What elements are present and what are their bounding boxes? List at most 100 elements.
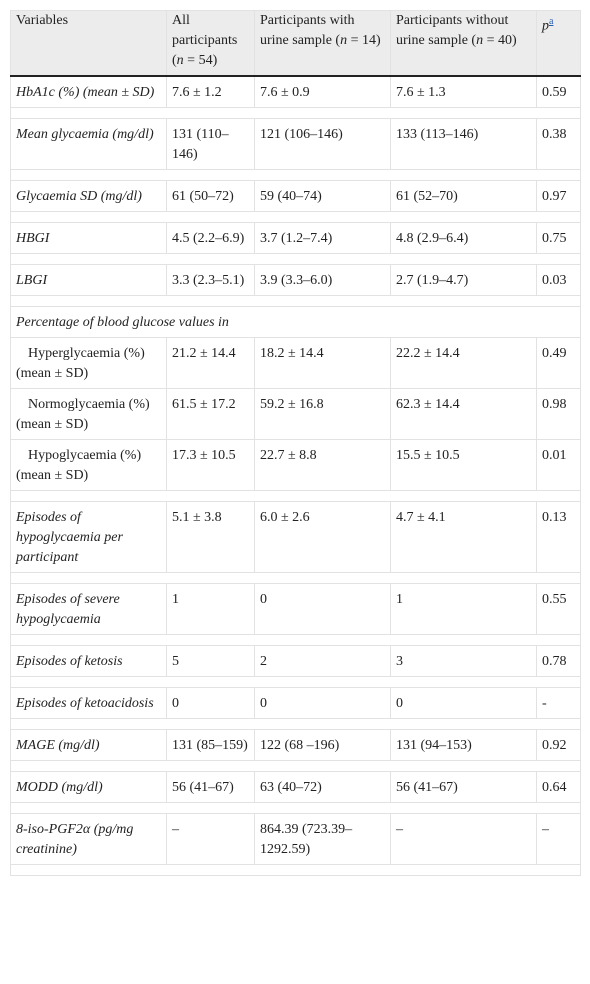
cell: 3 bbox=[390, 645, 537, 677]
cell: 0.98 bbox=[536, 388, 581, 440]
header-cell: Participants with urine sample (n = 14) bbox=[254, 10, 391, 77]
cell: 1 bbox=[390, 583, 537, 635]
cell: 5 bbox=[166, 645, 255, 677]
spacer-row bbox=[10, 572, 581, 584]
row-label: Percentage of blood glucose values in bbox=[10, 306, 581, 338]
cell: 0.01 bbox=[536, 439, 581, 491]
cell: 131 (110–146) bbox=[166, 118, 255, 170]
row-label: LBGI bbox=[10, 264, 167, 296]
cell: 0.78 bbox=[536, 645, 581, 677]
table-row: Episodes of severe hypoglycaemia 1 0 1 0.55 bbox=[10, 583, 581, 635]
cell: 0 bbox=[254, 687, 391, 719]
cell: 7.6 ± 0.9 bbox=[254, 75, 391, 108]
row-label: Normoglycaemia (%) (mean ± SD) bbox=[10, 388, 167, 440]
spacer-row bbox=[10, 864, 581, 876]
cell: – bbox=[390, 813, 537, 865]
table-row: Episodes of ketosis 5 2 3 0.78 bbox=[10, 645, 581, 677]
row-label: Glycaemia SD (mg/dl) bbox=[10, 180, 167, 212]
cell: 131 (85–159) bbox=[166, 729, 255, 761]
cell: 3.9 (3.3–6.0) bbox=[254, 264, 391, 296]
spacer-row bbox=[10, 253, 581, 265]
cell: 0 bbox=[166, 687, 255, 719]
spacer-cell bbox=[10, 864, 581, 876]
header-cell: All participants (n = 54) bbox=[166, 10, 255, 77]
table-row: Mean glycaemia (mg/dl) 131 (110–146) 121 (… bbox=[10, 118, 581, 170]
row-label: MODD (mg/dl) bbox=[10, 771, 167, 803]
cell: 1 bbox=[166, 583, 255, 635]
spacer-row bbox=[10, 634, 581, 646]
cell: 0.03 bbox=[536, 264, 581, 296]
cell: 0.64 bbox=[536, 771, 581, 803]
table-row: Episodes of hypoglycaemia per participan… bbox=[10, 501, 581, 573]
spacer-row bbox=[10, 802, 581, 814]
cell: 122 (68 –196) bbox=[254, 729, 391, 761]
cell: - bbox=[536, 687, 581, 719]
header-text: n bbox=[340, 33, 348, 48]
row-label: Episodes of ketoacidosis bbox=[10, 687, 167, 719]
cell: 7.6 ± 1.2 bbox=[166, 75, 255, 108]
spacer-row bbox=[10, 490, 581, 502]
cell: 22.2 ± 14.4 bbox=[390, 337, 537, 389]
table-row: Hyperglycaemia (%) (mean ± SD) 21.2 ± 14.… bbox=[10, 337, 581, 389]
table-header: Variables All participants (n = 54) Partic… bbox=[10, 10, 581, 77]
cell: 56 (41–67) bbox=[390, 771, 537, 803]
row-label: 8-iso-PGF2α (pg/mg creatinine) bbox=[10, 813, 167, 865]
table-row: Normoglycaemia (%) (mean ± SD) 61.5 ± 17.… bbox=[10, 388, 581, 440]
cell: – bbox=[536, 813, 581, 865]
cell: 4.7 ± 4.1 bbox=[390, 501, 537, 573]
cell: 2 bbox=[254, 645, 391, 677]
cell: 3.3 (2.3–5.1) bbox=[166, 264, 255, 296]
table-row: Hypoglycaemia (%) (mean ± SD) 17.3 ± 10.5… bbox=[10, 439, 581, 491]
header-text: = 54) bbox=[183, 53, 218, 68]
cell: 15.5 ± 10.5 bbox=[390, 439, 537, 491]
cell: 6.0 ± 2.6 bbox=[254, 501, 391, 573]
footnote-link[interactable]: a bbox=[549, 16, 554, 27]
table-row: HBGI 4.5 (2.2–6.9) 3.7 (1.2–7.4) 4.8 (2.9–6… bbox=[10, 222, 581, 254]
spacer-cell bbox=[10, 718, 581, 730]
cell: 2.7 (1.9–4.7) bbox=[390, 264, 537, 296]
table-row: 8-iso-PGF2α (pg/mg creatinine) –864.39 (7… bbox=[10, 813, 581, 865]
cell: 22.7 ± 8.8 bbox=[254, 439, 391, 491]
cell: 17.3 ± 10.5 bbox=[166, 439, 255, 491]
spacer-cell bbox=[10, 211, 581, 223]
cell: 0.55 bbox=[536, 583, 581, 635]
cell: 56 (41–67) bbox=[166, 771, 255, 803]
table-row: LBGI 3.3 (2.3–5.1) 3.9 (3.3–6.0) 2.7 (1.9–4… bbox=[10, 264, 581, 296]
row-label: Mean glycaemia (mg/dl) bbox=[10, 118, 167, 170]
data-table: Variables All participants (n = 54) Partic… bbox=[10, 10, 581, 876]
cell: 62.3 ± 14.4 bbox=[390, 388, 537, 440]
table-row: MODD (mg/dl) 56 (41–67) 63 (40–72) 56 (41–6… bbox=[10, 771, 581, 803]
cell: 0.97 bbox=[536, 180, 581, 212]
cell: 0 bbox=[390, 687, 537, 719]
header-cell: pa bbox=[536, 10, 581, 77]
header-cell: Participants without urine sample (n = 4… bbox=[390, 10, 537, 77]
spacer-row bbox=[10, 718, 581, 730]
spacer-cell bbox=[10, 295, 581, 307]
header-text: All participants ( bbox=[172, 13, 238, 68]
spacer-cell bbox=[10, 107, 581, 119]
cell: 4.5 (2.2–6.9) bbox=[166, 222, 255, 254]
cell: 0.75 bbox=[536, 222, 581, 254]
header-text: p bbox=[542, 18, 549, 34]
cell: 0.49 bbox=[536, 337, 581, 389]
row-label: MAGE (mg/dl) bbox=[10, 729, 167, 761]
cell: 21.2 ± 14.4 bbox=[166, 337, 255, 389]
spacer-row bbox=[10, 107, 581, 119]
row-label: Episodes of hypoglycaemia per participan… bbox=[10, 501, 167, 573]
cell: 18.2 ± 14.4 bbox=[254, 337, 391, 389]
cell: – bbox=[166, 813, 255, 865]
spacer-cell bbox=[10, 634, 581, 646]
cell: 59.2 ± 16.8 bbox=[254, 388, 391, 440]
table-row: Episodes of ketoacidosis 0 0 0- bbox=[10, 687, 581, 719]
cell: 864.39 (723.39–1292.59) bbox=[254, 813, 391, 865]
cell: 7.6 ± 1.3 bbox=[390, 75, 537, 108]
cell: 3.7 (1.2–7.4) bbox=[254, 222, 391, 254]
spacer-row bbox=[10, 169, 581, 181]
cell: 59 (40–74) bbox=[254, 180, 391, 212]
spacer-cell bbox=[10, 760, 581, 772]
spacer-cell bbox=[10, 802, 581, 814]
spacer-row bbox=[10, 760, 581, 772]
header-row: Variables All participants (n = 54) Partic… bbox=[10, 10, 581, 77]
spacer-row bbox=[10, 295, 581, 307]
